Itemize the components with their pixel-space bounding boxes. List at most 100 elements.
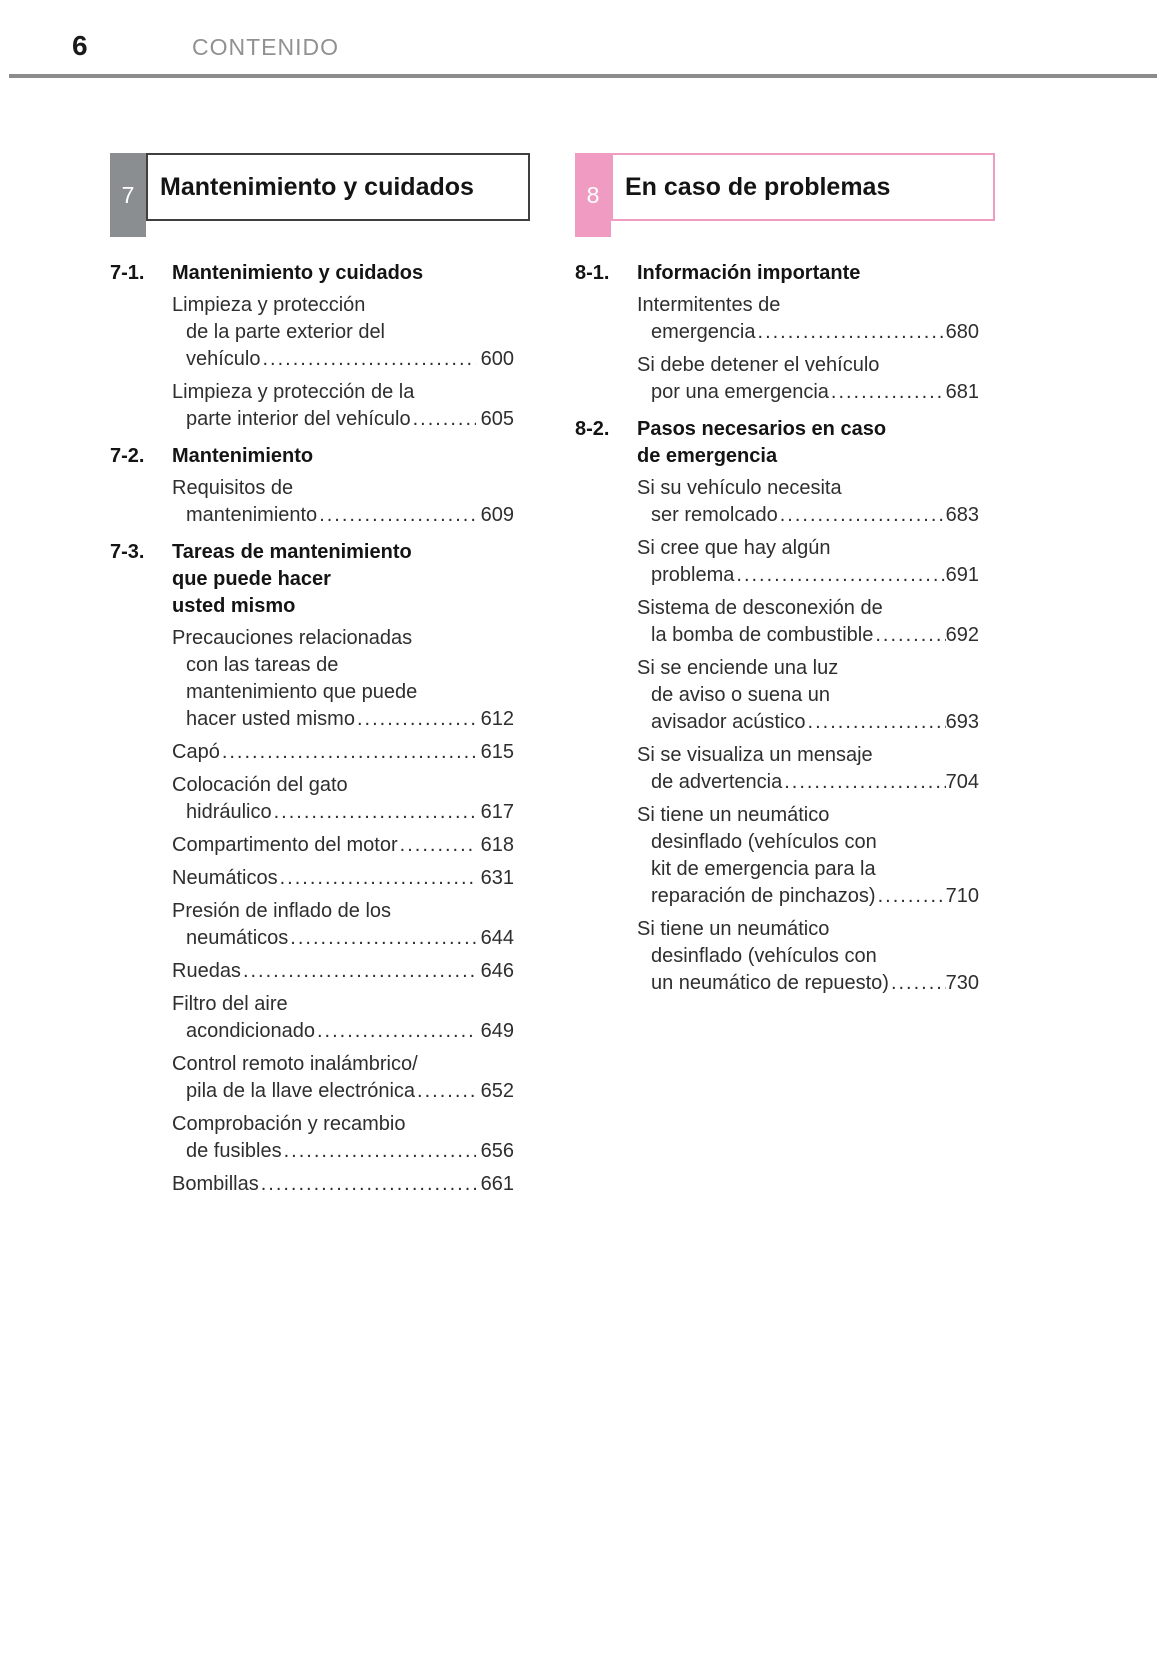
entry-text: avisador acústico — [651, 711, 806, 733]
leader-dots: ........................................… — [830, 381, 946, 403]
chapter-number: 7 — [121, 181, 135, 208]
entry-text: ser remolcado — [651, 504, 778, 526]
leader-dots: ........................................… — [412, 408, 476, 430]
leader-dots: ........................................… — [356, 708, 476, 730]
entry-line: Intermitentes de — [637, 294, 781, 316]
entry-line: Colocación del gato — [172, 774, 348, 796]
entry-line: Si su vehículo necesita — [637, 477, 842, 499]
section-heading: 8-1. Información importante — [575, 260, 979, 287]
entry-text: Capó — [172, 741, 220, 763]
entry-last-line: ser remolcado...........................… — [637, 502, 979, 529]
entry-page-number: 600 — [480, 348, 514, 370]
entry-text: problema — [651, 564, 735, 586]
entry-last-line: Neumáticos..............................… — [172, 865, 514, 892]
toc-entry: Ruedas..................................… — [172, 958, 514, 985]
entry-text: Bombillas — [172, 1173, 259, 1195]
entry-text: emergencia — [651, 321, 756, 343]
leader-dots: ........................................… — [784, 771, 946, 793]
leader-dots: ........................................… — [317, 1020, 476, 1042]
entry-page-number: 661 — [480, 1173, 514, 1195]
entry-page-number: 730 — [945, 972, 979, 994]
entry-page-number: 691 — [945, 564, 979, 586]
chapter-title-box: Mantenimiento y cuidados — [146, 153, 530, 221]
chapter-box: 8 En caso de problemas — [575, 150, 995, 242]
entry-text: pila de la llave electrónica — [186, 1080, 416, 1102]
section-heading: 7-3. Tareas de mantenimiento que puede hac… — [110, 539, 514, 620]
section-title-line: Pasos necesarios en caso — [637, 418, 887, 440]
entry-last-line: emergencia..............................… — [637, 319, 979, 346]
section-title: Tareas de mantenimiento que puede hacer us… — [172, 539, 514, 620]
section-heading: 7-1. Mantenimiento y cuidados — [110, 260, 514, 287]
toc-entry: Si tiene un neumático desinflado (vehícul… — [637, 916, 979, 997]
section-title-line: de emergencia — [637, 445, 778, 467]
entry-text: la bomba de combustible — [651, 624, 874, 646]
entry-line: Si debe detener el vehículo — [637, 354, 880, 376]
toc-entry: Control remoto inalámbrico/pila de la ll… — [172, 1051, 514, 1105]
entry-last-line: pila de la llave electrónica............… — [172, 1078, 514, 1105]
entry-line: Si tiene un neumático — [637, 918, 830, 940]
entry-line: Sistema de desconexión de — [637, 597, 883, 619]
entry-page-number: 609 — [480, 504, 514, 526]
entry-text: acondicionado — [186, 1020, 315, 1042]
leader-dots: ........................................… — [877, 885, 946, 907]
entry-text: mantenimiento — [186, 504, 318, 526]
chapter-number: 8 — [586, 181, 600, 208]
entry-last-line: Bombillas...............................… — [172, 1171, 514, 1198]
leader-dots: ........................................… — [399, 834, 476, 856]
entry-page-number: 644 — [480, 927, 514, 949]
section-title: Información importante — [637, 260, 979, 287]
entry-line: Requisitos de — [172, 477, 294, 499]
leader-dots: ........................................… — [890, 972, 946, 994]
entry-last-line: un neumático de repuesto)...............… — [637, 970, 979, 997]
toc-entry: Si cree que hay algún problema...........… — [637, 535, 979, 589]
toc-entry: Colocación del gato hidráulico...........… — [172, 772, 514, 826]
entry-line: Precauciones relacionadas — [172, 627, 413, 649]
section-number: 8-1. — [575, 262, 610, 284]
toc-entry: Si tiene un neumático desinflado (vehícul… — [637, 802, 979, 910]
entry-last-line: mantenimiento...........................… — [172, 502, 514, 529]
section-title: Pasos necesarios en caso de emergencia — [637, 416, 979, 470]
toc-entry: Intermitentes de emergencia..............… — [637, 292, 979, 346]
section-title-line: Tareas de mantenimiento — [172, 541, 412, 563]
entry-line: de la parte exterior del — [186, 321, 386, 343]
toc-entry: Limpieza y protección de la parte interio… — [172, 379, 514, 433]
entry-page-number: 693 — [945, 711, 979, 733]
leader-dots: ........................................… — [757, 321, 946, 343]
toc-entry: Capó....................................… — [172, 739, 514, 766]
section-number: 7-2. — [110, 445, 145, 467]
entry-line: Limpieza y protección de la — [172, 381, 415, 403]
entry-last-line: problema................................… — [637, 562, 979, 589]
entry-line: de aviso o suena un — [651, 684, 831, 706]
leader-dots: ........................................… — [319, 504, 476, 526]
entry-page-number: 615 — [480, 741, 514, 763]
section-title-line: que puede hacer — [172, 568, 331, 590]
leader-dots: ........................................… — [875, 624, 945, 646]
entry-text: un neumático de repuesto) — [651, 972, 889, 994]
toc-entry: Si debe detener el vehículo por una emerg… — [637, 352, 979, 406]
entry-page-number: 652 — [480, 1080, 514, 1102]
leader-dots: ........................................… — [283, 1140, 476, 1162]
toc-column-problems: 8 En caso de problemas 8-1. Información i… — [575, 150, 995, 1003]
leader-dots: ........................................… — [262, 348, 476, 370]
section-title-line: usted mismo — [172, 595, 296, 617]
entry-page-number: 649 — [480, 1020, 514, 1042]
entry-text: Neumáticos — [172, 867, 278, 889]
entry-text: parte interior del vehículo — [186, 408, 411, 430]
leader-dots: ........................................… — [736, 564, 945, 586]
entry-page-number: 656 — [480, 1140, 514, 1162]
entry-last-line: de fusibles.............................… — [172, 1138, 514, 1165]
entry-last-line: neumáticos..............................… — [172, 925, 514, 952]
entry-last-line: hidráulico..............................… — [172, 799, 514, 826]
entry-line: mantenimiento que puede — [186, 681, 418, 703]
chapter-tab: 7 — [110, 153, 146, 237]
entry-page-number: 605 — [480, 408, 514, 430]
entry-text: de fusibles — [186, 1140, 282, 1162]
leader-dots: ........................................… — [807, 711, 946, 733]
toc-entry: Neumáticos..............................… — [172, 865, 514, 892]
leader-dots: ........................................… — [279, 867, 476, 889]
section-title-line: Mantenimiento — [172, 445, 314, 467]
entry-page-number: 710 — [945, 885, 979, 907]
entry-line: Filtro del aire — [172, 993, 288, 1015]
section-title-line: Información importante — [637, 262, 861, 284]
entry-line: kit de emergencia para la — [651, 858, 876, 880]
